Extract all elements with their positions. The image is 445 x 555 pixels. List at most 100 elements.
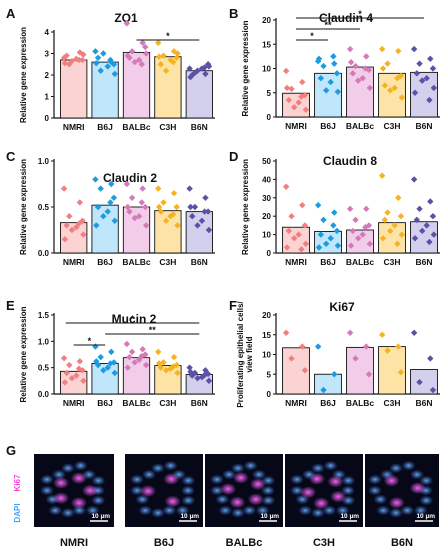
data-point (395, 343, 402, 350)
chart-panel-f: F Ki67 Proliferating epithelial cells/view… (229, 298, 440, 408)
data-point (170, 190, 178, 197)
data-point (157, 61, 165, 68)
data-point (379, 235, 387, 242)
data-point (107, 199, 114, 206)
chart-panel-d: D Claudin 8 Relative gene expression 0 10 20 3… (229, 149, 440, 267)
data-point (397, 369, 405, 376)
data-point (66, 61, 73, 68)
x-category-label: NMRI (63, 257, 85, 267)
data-point (100, 213, 107, 220)
data-point (107, 56, 114, 64)
data-point (201, 64, 208, 71)
y-tick-label: 1.5 (38, 311, 50, 320)
y-tick-label: 15 (262, 40, 271, 49)
nucleus-dapi (218, 505, 233, 516)
data-point (352, 216, 359, 224)
scale-bar-label: 10 µm (340, 513, 359, 520)
data-point (104, 208, 111, 215)
nucleus-ki67 (82, 484, 98, 497)
data-point (76, 199, 84, 206)
data-point (397, 213, 405, 220)
data-point (155, 360, 163, 367)
data-point (387, 227, 394, 235)
x-category-label: BALBc (122, 398, 151, 408)
significance-label: ** (324, 20, 332, 30)
data-point (394, 75, 401, 82)
data-point (378, 331, 386, 338)
data-point (416, 60, 423, 67)
chart-title: Claudin 2 (103, 171, 157, 185)
y-tick-label: 0 (267, 390, 272, 399)
x-category-label: BALBc (122, 122, 151, 132)
data-point (299, 201, 306, 209)
nucleus-ki67 (388, 496, 405, 509)
x-category-label: NMRI (285, 121, 307, 131)
data-point (205, 377, 213, 385)
data-point (61, 379, 69, 386)
data-point (282, 329, 290, 336)
nucleus-dapi (255, 505, 270, 516)
nucleus-dapi (209, 474, 224, 485)
nucleus-dapi (39, 474, 54, 485)
data-point (173, 54, 180, 61)
significance-label: * (131, 314, 135, 324)
stain-label-dapi: DAPI (13, 503, 22, 522)
data-point (131, 359, 138, 366)
data-point (173, 203, 180, 211)
data-point (155, 348, 162, 356)
x-category-label: B6J (97, 257, 113, 267)
micrograph-tile-b6j: 10 µm B6J (125, 454, 203, 549)
x-category-label: B6N (191, 398, 208, 408)
panel-label-g: G (6, 443, 16, 458)
nucleus-ki67 (163, 472, 180, 485)
data-point (205, 63, 213, 70)
data-point (124, 52, 131, 59)
x-category-label: NMRI (63, 398, 85, 408)
data-point (283, 84, 291, 92)
x-category-label: B6N (415, 257, 432, 267)
nucleus-dapi (175, 505, 190, 516)
data-point (299, 78, 306, 86)
data-point (204, 208, 212, 215)
data-point (334, 242, 342, 249)
data-point (126, 353, 133, 361)
data-point (92, 176, 99, 183)
data-point (194, 67, 201, 74)
data-point (419, 77, 426, 84)
x-category-label: C3H (383, 398, 400, 408)
data-point (363, 205, 370, 213)
data-point (410, 176, 418, 183)
data-point (366, 84, 374, 92)
data-point (419, 227, 426, 235)
nucleus-dapi (310, 507, 325, 518)
nucleus-dapi (142, 469, 157, 480)
data-point (331, 60, 338, 67)
scale-bar-label: 10 µm (416, 513, 435, 520)
data-point (189, 213, 196, 220)
data-point (365, 371, 373, 378)
y-tick-label: 1.0 (38, 157, 50, 166)
data-point (346, 205, 354, 213)
data-point (138, 199, 145, 206)
data-point (283, 244, 291, 251)
chart-title: ZO1 (114, 11, 138, 25)
x-category-label: BALBc (122, 257, 151, 267)
data-point (320, 216, 327, 224)
data-point (104, 364, 111, 371)
data-point (291, 104, 298, 111)
data-point (298, 246, 305, 253)
nucleus-dapi (48, 505, 63, 516)
nucleus-dapi (323, 460, 338, 471)
nucleus-dapi (163, 460, 178, 471)
x-category-label: B6N (191, 122, 208, 132)
bar (185, 374, 213, 395)
data-point (201, 208, 208, 215)
data-point (94, 203, 102, 211)
data-point (288, 355, 295, 362)
data-point (160, 359, 167, 366)
bar (378, 72, 406, 118)
